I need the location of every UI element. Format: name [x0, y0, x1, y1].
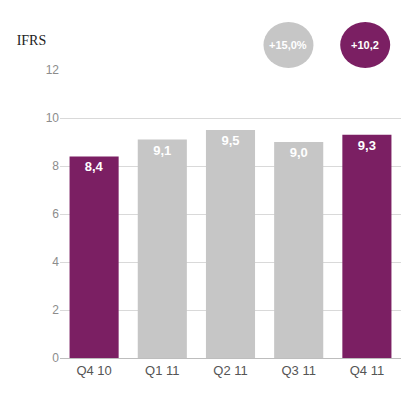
svg-text:8,4: 8,4 [85, 159, 104, 174]
svg-text:0: 0 [52, 351, 59, 365]
svg-text:4: 4 [52, 255, 59, 269]
svg-text:+15,0%: +15,0% [269, 39, 307, 51]
svg-text:9,3: 9,3 [358, 138, 376, 153]
svg-text:Q3 11: Q3 11 [281, 363, 315, 378]
svg-text:+10,2: +10,2 [351, 39, 379, 51]
svg-text:Q2 11: Q2 11 [213, 363, 247, 378]
svg-text:10: 10 [46, 111, 60, 125]
svg-text:12: 12 [46, 63, 60, 77]
svg-text:Q4 11: Q4 11 [350, 363, 384, 378]
svg-text:9,0: 9,0 [290, 145, 308, 160]
svg-text:8: 8 [52, 159, 59, 173]
svg-text:9,1: 9,1 [153, 143, 171, 158]
svg-text:Q4 10: Q4 10 [76, 363, 111, 378]
svg-text:Q1 11: Q1 11 [145, 363, 179, 378]
svg-text:2: 2 [52, 303, 59, 317]
svg-text:6: 6 [52, 207, 59, 221]
svg-text:IFRS: IFRS [17, 33, 47, 48]
svg-text:9,5: 9,5 [221, 133, 239, 148]
